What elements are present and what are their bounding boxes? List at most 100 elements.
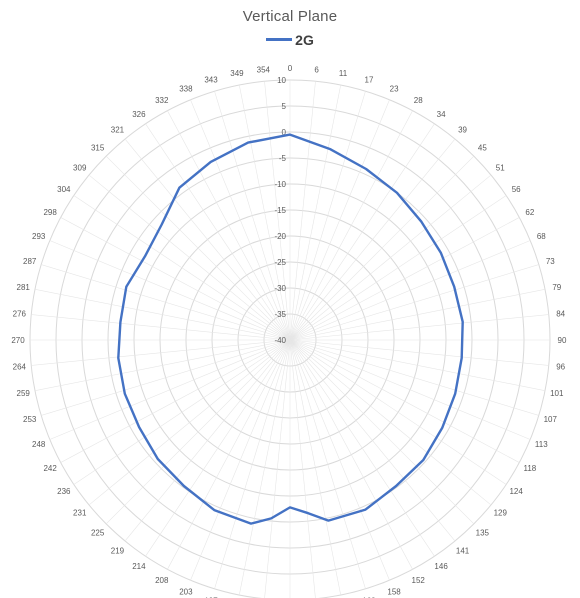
grid-spoke-47: [31, 339, 291, 366]
grid-spoke-42: [73, 339, 291, 485]
grid-spoke-19: [289, 339, 539, 416]
angle-label-158: 158: [387, 587, 401, 596]
angle-label-113: 113: [535, 440, 548, 449]
chart-title: Vertical Plane: [242, 8, 338, 25]
angle-label-293: 293: [32, 232, 46, 241]
angle-label-51: 51: [496, 163, 505, 172]
angle-label-17: 17: [365, 76, 374, 85]
angle-label-264: 264: [13, 363, 27, 372]
angle-label-242: 242: [43, 464, 57, 473]
angle-label-62: 62: [525, 208, 534, 217]
radial-label-7: -25: [274, 258, 286, 267]
grid-spoke-53: [60, 217, 291, 341]
angle-label-349: 349: [230, 69, 244, 78]
angle-labels: 0 6 11 17 23 28 34 39 45 51 56 62 68 73 79 84 90 96 101 107…: [11, 64, 567, 598]
grid-spoke-22: [289, 339, 507, 485]
angle-label-287: 287: [23, 257, 37, 266]
grid-spoke-23: [289, 339, 492, 506]
angle-label-163: 163: [362, 596, 376, 598]
angle-label-28: 28: [414, 96, 423, 105]
grid-spoke-34: [238, 339, 291, 596]
grid-layer: [29, 79, 551, 598]
angle-label-11: 11: [339, 69, 348, 78]
angle-label-56: 56: [512, 185, 521, 194]
angle-label-225: 225: [91, 528, 105, 537]
grid-spoke-59: [167, 110, 291, 341]
grid-spoke-26: [289, 339, 435, 557]
angle-label-298: 298: [43, 208, 57, 217]
grid-spoke-33: [264, 339, 291, 598]
angle-label-208: 208: [155, 576, 169, 585]
angle-label-79: 79: [552, 283, 561, 292]
grid-spoke-1: [289, 81, 316, 341]
angle-label-118: 118: [523, 464, 536, 473]
angle-label-45: 45: [478, 144, 487, 153]
grid-spoke-57: [124, 138, 291, 341]
grid-spoke-3: [289, 91, 366, 341]
angle-label-248: 248: [32, 440, 46, 449]
angle-label-101: 101: [550, 389, 564, 398]
grid-spoke-6: [289, 123, 435, 341]
angle-label-34: 34: [437, 110, 446, 119]
legend: 2G: [0, 31, 580, 49]
radial-label-3: -5: [279, 154, 287, 163]
angle-label-343: 343: [204, 76, 218, 85]
series-line-2g: [117, 133, 464, 525]
grid-spoke-24: [289, 339, 475, 525]
grid-spoke-35: [214, 339, 291, 589]
angle-label-236: 236: [57, 487, 71, 496]
grid-spoke-29: [289, 339, 366, 589]
legend-label-2g: 2G: [295, 31, 314, 48]
angle-label-90: 90: [558, 336, 567, 345]
radial-label-1: 5: [282, 102, 287, 111]
grid-spoke-41: [88, 339, 291, 506]
grid-spoke-11: [289, 217, 520, 341]
grid-spoke-30: [289, 339, 342, 596]
grid-spoke-20: [289, 339, 531, 440]
radial-labels: 10 5 0 -5 -10 -15 -20 -25 -30 -35 -40: [274, 76, 286, 345]
angle-label-135: 135: [476, 528, 490, 537]
angle-label-0: 0: [288, 64, 293, 73]
grid-spoke-38: [145, 339, 291, 557]
grid-spoke-13: [289, 264, 539, 341]
angle-label-6: 6: [314, 65, 319, 74]
angle-label-315: 315: [91, 144, 105, 153]
grid-spoke-36: [190, 339, 291, 581]
grid-spoke-8: [289, 155, 475, 341]
grid-spoke-52: [49, 240, 291, 341]
angle-label-84: 84: [556, 309, 565, 318]
grid-spoke-7: [289, 138, 456, 341]
angle-label-326: 326: [132, 110, 146, 119]
grid-spoke-5: [289, 110, 413, 341]
grid-spoke-10: [289, 195, 507, 341]
grid-spoke-45: [41, 339, 291, 416]
angle-label-332: 332: [155, 96, 169, 105]
angle-label-281: 281: [17, 283, 31, 292]
angle-label-354: 354: [257, 65, 271, 74]
angle-label-124: 124: [509, 487, 523, 496]
series-layer: [117, 133, 464, 525]
grid-spoke-9: [289, 174, 492, 341]
angle-label-259: 259: [17, 389, 31, 398]
grid-spoke-62: [238, 84, 291, 341]
angle-label-304: 304: [57, 185, 71, 194]
grid-spoke-14: [289, 288, 546, 341]
angle-label-141: 141: [456, 546, 470, 555]
angle-label-129: 129: [494, 509, 508, 518]
grid-spoke-50: [34, 288, 291, 341]
grid-spoke-28: [289, 339, 390, 581]
angle-label-231: 231: [73, 509, 87, 518]
radial-label-10: -40: [274, 336, 286, 345]
angle-label-68: 68: [537, 232, 546, 241]
grid-spoke-60: [190, 99, 291, 341]
grid-spoke-51: [41, 264, 291, 341]
angle-label-152: 152: [412, 576, 426, 585]
angle-label-214: 214: [132, 562, 146, 571]
grid-spoke-15: [289, 314, 549, 341]
grid-spoke-43: [60, 339, 291, 463]
grid-spoke-17: [289, 339, 549, 366]
grid-spoke-63: [264, 81, 291, 341]
angle-label-276: 276: [13, 309, 27, 318]
